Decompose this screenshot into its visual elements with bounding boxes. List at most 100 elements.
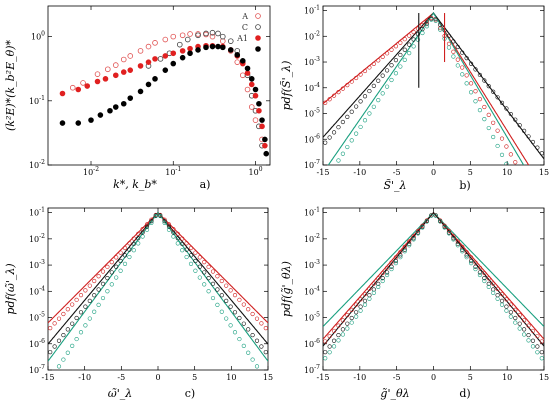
data-point — [491, 89, 496, 94]
data-point — [513, 320, 518, 325]
data-point — [153, 213, 158, 219]
data-point — [371, 290, 376, 295]
data-point — [140, 234, 145, 239]
data-point — [393, 71, 399, 76]
data-point — [184, 36, 191, 43]
data-point — [118, 268, 123, 273]
data-point — [166, 224, 172, 229]
y-tick-label: 10-2 — [29, 233, 45, 244]
data-point — [323, 100, 328, 105]
data-point — [411, 236, 416, 241]
data-point — [380, 91, 385, 96]
data-point — [398, 249, 403, 255]
data-point — [149, 220, 154, 225]
data-point — [340, 332, 345, 337]
data-point — [504, 297, 509, 302]
data-point — [539, 356, 544, 361]
data-point — [100, 295, 106, 301]
x-axis-label: S̃'_λ — [383, 179, 406, 192]
data-point — [513, 307, 518, 312]
data-point — [109, 260, 114, 265]
data-point — [197, 275, 202, 280]
data-point — [354, 131, 359, 136]
data-point — [460, 247, 465, 252]
data-point — [171, 230, 176, 235]
data-point — [232, 310, 238, 315]
data-point — [407, 42, 412, 47]
data-point — [424, 19, 429, 24]
data-point — [256, 100, 262, 107]
data-point — [209, 33, 216, 40]
data-point — [83, 323, 88, 328]
x-tick-label: -10 — [78, 373, 91, 382]
data-point — [112, 62, 119, 68]
data-point — [179, 32, 186, 39]
data-point — [102, 76, 109, 82]
data-point — [522, 128, 527, 133]
data-point — [56, 338, 62, 343]
data-point — [446, 33, 452, 38]
data-point — [438, 27, 443, 32]
y-tick-label: 10-6 — [29, 338, 45, 349]
data-point — [219, 44, 226, 51]
panel-c: 10-7 10-6 10-5 10-4 10-3 10-2 10-1 -15 -10 -5 0 5 10… — [4, 207, 273, 400]
data-point — [473, 99, 478, 104]
data-point — [504, 304, 509, 309]
data-point — [522, 332, 527, 337]
data-point — [69, 84, 76, 91]
data-point — [429, 213, 434, 218]
data-point — [522, 318, 527, 323]
data-point — [263, 350, 268, 355]
plot-area — [59, 29, 270, 157]
plot-area — [48, 211, 268, 369]
data-point — [109, 282, 114, 287]
data-point — [345, 82, 350, 88]
data-point — [446, 228, 452, 234]
data-point — [358, 99, 363, 104]
data-point — [48, 350, 53, 355]
data-point — [158, 213, 163, 219]
data-point — [157, 56, 164, 62]
data-point — [455, 241, 460, 247]
data-point — [340, 119, 345, 125]
data-point — [384, 84, 390, 89]
y-tick-label: 10-5 — [304, 108, 320, 119]
data-point — [140, 230, 145, 235]
data-point — [411, 30, 416, 35]
data-point — [482, 276, 487, 281]
data-point — [424, 219, 429, 224]
data-point — [87, 316, 92, 321]
data-point — [162, 219, 167, 224]
data-point — [184, 254, 189, 260]
data-point — [246, 350, 251, 355]
data-point — [358, 304, 363, 309]
data-point — [252, 117, 259, 123]
data-point — [455, 44, 460, 50]
data-point — [180, 236, 185, 241]
data-point — [87, 298, 92, 304]
y-tick-label: 10-4 — [304, 82, 320, 93]
data-point — [232, 330, 238, 335]
data-point — [495, 95, 500, 100]
data-point — [219, 38, 226, 44]
data-point — [535, 350, 540, 355]
data-point — [513, 160, 518, 165]
plot-area — [323, 11, 544, 165]
data-point — [376, 284, 381, 290]
x-tick-label: 10-2 — [83, 166, 99, 177]
data-point — [127, 95, 134, 101]
data-point — [336, 332, 341, 338]
data-point — [234, 59, 241, 65]
data-point — [227, 47, 234, 53]
data-point — [206, 264, 211, 269]
data-point — [402, 37, 407, 42]
data-point — [340, 318, 345, 323]
data-point — [420, 30, 425, 36]
data-point — [83, 288, 88, 293]
data-point — [380, 54, 385, 59]
x-axis-label: k*, k_b* — [113, 178, 157, 191]
data-point — [92, 293, 97, 298]
data-point — [195, 47, 201, 53]
pdf-markers — [323, 16, 544, 156]
data-point — [206, 289, 211, 294]
